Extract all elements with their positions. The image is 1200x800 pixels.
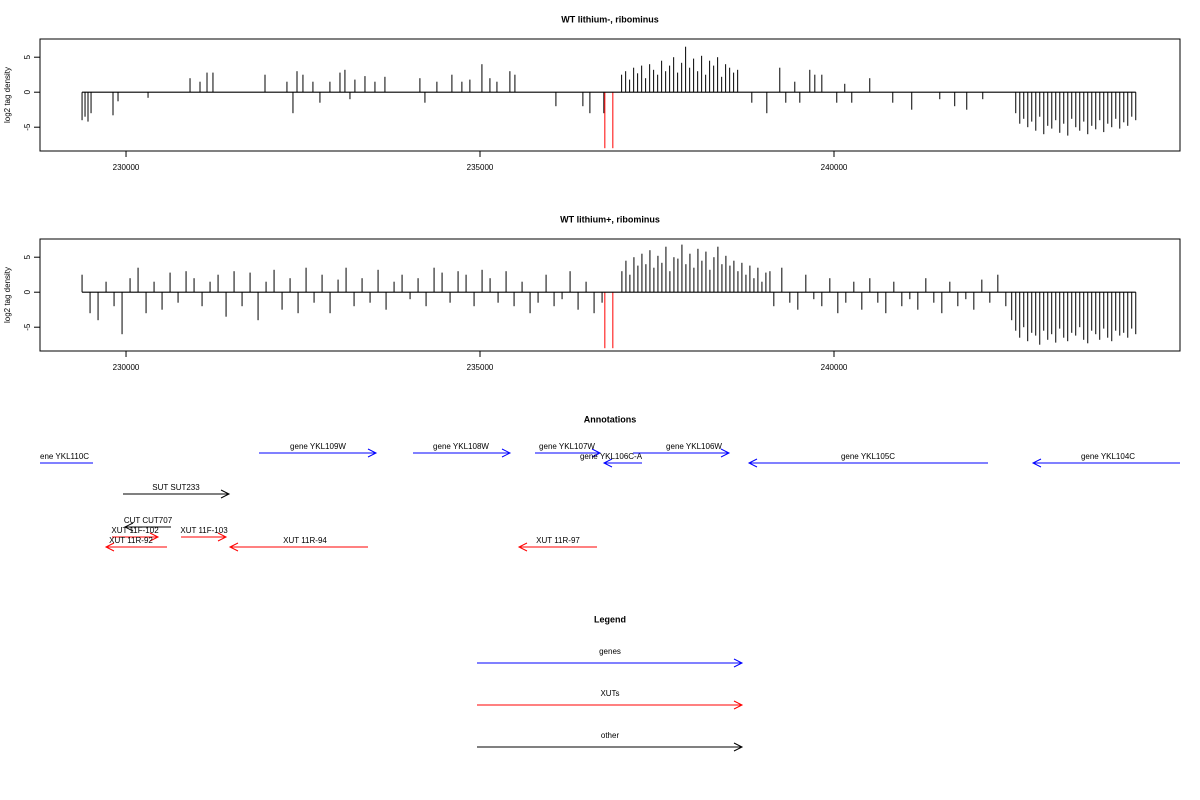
feature-label: gene YKL108W <box>433 442 489 451</box>
feature-label: XUT 11R-92 <box>109 536 153 545</box>
feature-arrow-head <box>517 542 528 552</box>
feature-label: gene YKL105C <box>841 452 895 461</box>
feature-label: gene YKL104C <box>1081 452 1135 461</box>
y-tick-label: 0 <box>23 89 32 94</box>
feature-label: XUT 11F-103 <box>180 526 228 535</box>
chart-title: WT lithium+, ribominus <box>560 214 660 224</box>
feature-arrow-head <box>123 522 134 532</box>
feature-arrow-head <box>591 448 602 458</box>
feature-arrow-head <box>367 448 378 458</box>
legend-arrow-head <box>733 700 744 710</box>
feature-label: gene YKL106W <box>666 442 722 451</box>
y-tick-label: -5 <box>23 123 32 131</box>
feature-arrow-head <box>602 458 613 468</box>
y-tick-label: -5 <box>23 323 32 331</box>
x-tick-label: 240000 <box>821 163 848 172</box>
y-axis-label: log2 tag density <box>3 267 12 323</box>
y-tick-label: 5 <box>23 254 32 259</box>
annotations-title: Annotations <box>584 414 637 424</box>
feature-arrow-head <box>217 532 228 542</box>
y-axis-label: log2 tag density <box>3 67 12 123</box>
legend-label: genes <box>599 647 621 656</box>
feature-label: SUT SUT233 <box>152 483 200 492</box>
x-tick-label: 230000 <box>113 363 140 372</box>
chart-title: WT lithium-, ribominus <box>561 14 659 24</box>
legend-label: other <box>601 731 620 740</box>
x-tick-label: 235000 <box>467 163 494 172</box>
feature-arrow-head <box>149 532 160 542</box>
feature-arrow-head <box>720 448 731 458</box>
plot-frame <box>39 38 1181 152</box>
feature-arrow-head <box>747 458 758 468</box>
feature-label: gene YKL106C-A <box>580 452 643 461</box>
x-tick-label: 240000 <box>821 363 848 372</box>
feature-arrow-head <box>501 448 512 458</box>
legend-label: XUTs <box>600 689 619 698</box>
feature-label: gene YKL109W <box>290 442 346 451</box>
x-tick-label: 230000 <box>113 163 140 172</box>
feature-arrow-head <box>228 542 239 552</box>
feature-arrow-head <box>1031 458 1042 468</box>
feature-label: XUT 11R-94 <box>283 536 327 545</box>
feature-arrow-head <box>220 489 231 499</box>
legend-arrow-head <box>733 658 744 668</box>
feature-label: XUT 11F-102 <box>111 526 159 535</box>
x-tick-label: 235000 <box>467 363 494 372</box>
legend-arrow-head <box>733 742 744 752</box>
feature-label: gene YKL107W <box>539 442 595 451</box>
feature-label: XUT 11R-97 <box>536 536 580 545</box>
y-tick-label: 5 <box>23 54 32 59</box>
feature-label: ene YKL110C <box>40 452 89 461</box>
feature-label: CUT CUT707 <box>124 516 173 525</box>
feature-arrow-head <box>104 542 115 552</box>
legend-title: Legend <box>594 614 626 624</box>
plot-frame <box>39 238 1181 352</box>
y-tick-label: 0 <box>23 289 32 294</box>
